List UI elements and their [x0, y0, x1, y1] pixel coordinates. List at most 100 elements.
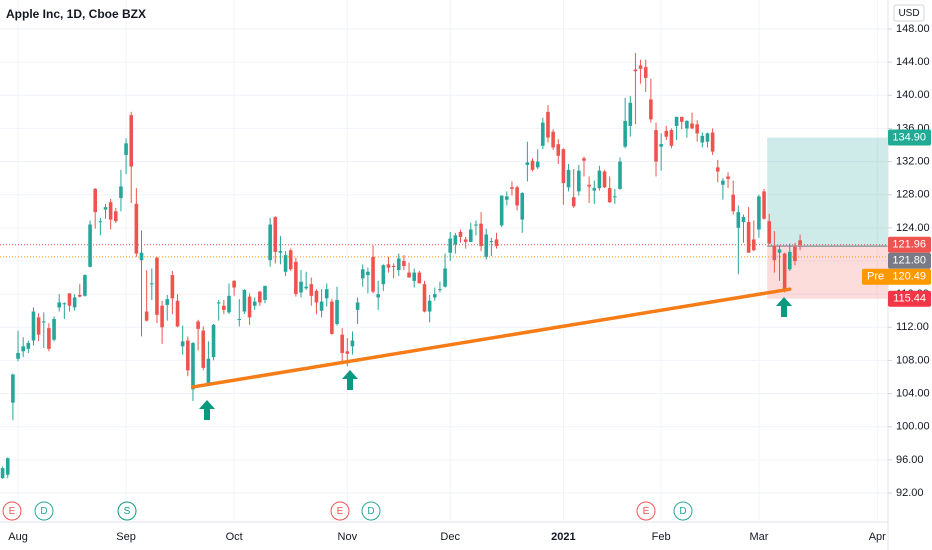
candle-body	[139, 252, 144, 261]
candle-body	[767, 221, 772, 244]
candle-body	[623, 120, 627, 147]
y-tick-label: 108.00	[896, 354, 930, 366]
candle-body	[211, 324, 216, 358]
price-tag	[862, 268, 931, 285]
x-tick-label: Aug	[8, 531, 28, 543]
candle-body	[669, 130, 674, 146]
candle-body	[417, 272, 422, 284]
candle-body	[283, 255, 288, 272]
chart-title: Apple Inc, 1D, Cboe BZX	[6, 7, 146, 21]
candle-body	[422, 284, 427, 312]
event-label[interactable]: D	[40, 506, 47, 517]
price-tag-label: 121.96	[892, 239, 926, 251]
candle-body	[391, 265, 396, 267]
candle-body	[396, 258, 401, 271]
candle-body	[268, 224, 272, 261]
y-tick-label: 144.00	[896, 56, 930, 68]
y-tick-label: 104.00	[896, 387, 930, 399]
candle-body	[659, 144, 663, 147]
candle-body	[577, 170, 581, 192]
candle-body	[191, 343, 195, 390]
event-marker[interactable]	[673, 501, 693, 521]
x-tick-label: Sep	[116, 531, 136, 543]
candle-body	[376, 294, 380, 298]
arrow	[776, 297, 792, 317]
event-label[interactable]: D	[367, 506, 374, 517]
currency-box[interactable]	[893, 4, 925, 22]
candle-body	[654, 130, 658, 162]
candle-body	[751, 239, 756, 251]
event-marker[interactable]	[34, 501, 54, 521]
x-tick-label: 2021	[551, 531, 575, 543]
candle-body	[324, 289, 329, 299]
price-tag-label: 121.80	[892, 255, 926, 267]
event-marker[interactable]	[636, 501, 656, 521]
candle-body	[98, 221, 103, 223]
price-tag-prefix: Pre	[867, 271, 884, 283]
candle-body	[155, 257, 159, 315]
candle-body	[180, 341, 185, 347]
candle-body	[448, 238, 453, 253]
candle-body	[772, 246, 777, 261]
y-tick-label: 92.00	[896, 487, 924, 499]
y-tick-label: 100.00	[896, 421, 930, 433]
event-label[interactable]: E	[643, 506, 650, 517]
candle-body	[412, 272, 416, 281]
x-tick-label: Nov	[338, 531, 358, 543]
candle-body	[602, 171, 607, 188]
event-marker[interactable]	[117, 501, 137, 521]
candle-body	[170, 275, 175, 299]
candle-body	[494, 239, 499, 247]
candle-body	[643, 67, 648, 78]
event-marker[interactable]	[330, 501, 350, 521]
candle-body	[705, 133, 710, 142]
price-tag-label: 134.90	[892, 131, 926, 143]
candle-body	[67, 293, 72, 306]
currency[interactable]: USD	[898, 8, 919, 19]
candle-body	[273, 217, 278, 252]
candle-body	[252, 301, 257, 306]
candle-body	[618, 161, 622, 189]
candle-body	[510, 187, 514, 189]
candle-body	[757, 196, 761, 230]
candle-body	[499, 195, 504, 226]
candle-body	[330, 301, 334, 334]
candle-body	[721, 180, 725, 185]
x-tick-label: Feb	[652, 531, 671, 543]
candle-body	[386, 264, 391, 268]
candle-body	[294, 261, 298, 295]
candle-body	[474, 224, 478, 226]
price-tag-label: 120.49	[892, 271, 926, 283]
x-tick-label: Oct	[226, 531, 243, 543]
candle-body	[366, 271, 370, 276]
x-tick-label: Apr	[869, 531, 886, 543]
candle-body	[165, 299, 170, 305]
candle-body	[242, 289, 247, 312]
candle-body	[119, 186, 123, 199]
event-label[interactable]: E	[337, 506, 344, 517]
candle-body	[736, 212, 741, 228]
candle-body	[340, 334, 344, 353]
candle-body	[726, 176, 730, 179]
candle-body	[258, 291, 262, 303]
candle-body	[216, 302, 221, 304]
candle-body	[299, 281, 303, 293]
event-label[interactable]: E	[9, 506, 16, 517]
event-label[interactable]: S	[124, 506, 131, 517]
candle-body	[525, 162, 530, 165]
x-tick-label: Dec	[440, 531, 460, 543]
candle-body	[592, 188, 597, 191]
candle-body	[222, 305, 226, 310]
event-marker[interactable]	[361, 501, 381, 521]
event-label[interactable]: D	[679, 506, 686, 517]
candle-body	[468, 229, 473, 242]
candle-body	[77, 294, 82, 297]
candle-body	[515, 187, 519, 206]
candle-body	[113, 211, 118, 222]
candle-body	[83, 275, 87, 296]
candle-body	[314, 290, 319, 303]
candle-body	[566, 169, 571, 188]
candle-body	[798, 240, 802, 245]
event-marker[interactable]	[2, 501, 22, 521]
